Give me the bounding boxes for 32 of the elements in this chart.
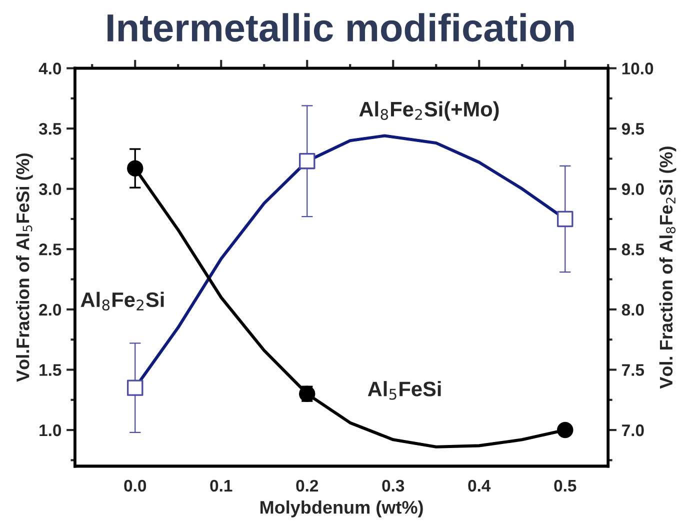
x-axis-title: Molybdenum (wt%) (260, 500, 423, 518)
y-axis-title: Vol.Fraction of Al$_{5}$FeSi (%) (16, 153, 33, 382)
x-tick-label: 0.1 (210, 480, 232, 492)
y2-tick-label: 7.5 (622, 364, 644, 376)
x-tick-label: 0.4 (468, 480, 491, 492)
y2-tick-label: 9.0 (622, 183, 644, 196)
y2-tick-label: 8.5 (622, 244, 644, 256)
chart-title: Intermetallic modification (108, 13, 574, 42)
y-tick-label: 2.0 (39, 304, 62, 316)
y-tick-label: 1.5 (40, 364, 62, 376)
y-tick-label: 3.5 (38, 122, 62, 135)
x-tick-label: 0.2 (296, 480, 318, 492)
point (126, 160, 144, 176)
y2-tick-label: 8.0 (622, 304, 644, 316)
point (299, 152, 316, 170)
x-tick-label: 0.3 (382, 480, 404, 492)
y-tick-label: 1.0 (40, 424, 62, 436)
point (126, 380, 144, 396)
y2-tick-label: 9.5 (622, 122, 644, 135)
y2-tick-label: 7.0 (622, 424, 644, 436)
x-tick-label: 0.0 (124, 480, 146, 492)
y-tick-label: 3.0 (38, 183, 62, 196)
y-tick-label: 2.5 (39, 244, 62, 256)
y2-tick-label: 10.0 (622, 62, 654, 74)
point (557, 210, 574, 228)
y2-axis-title: Vol. Fraction of Al$_{8}$Fe$_{2}$Si (%) (659, 146, 676, 389)
text: Al$_{8}$Fe$_{2}$Si(+Mo) (359, 101, 499, 121)
y-tick-label: 4.0 (38, 62, 62, 74)
text: Al$_{5}$FeSi (368, 381, 441, 400)
x-tick-label: 0.5 (554, 480, 576, 492)
annotation: Al$_{8}$Fe$_{2}$Si (80, 292, 164, 311)
point (557, 422, 574, 438)
